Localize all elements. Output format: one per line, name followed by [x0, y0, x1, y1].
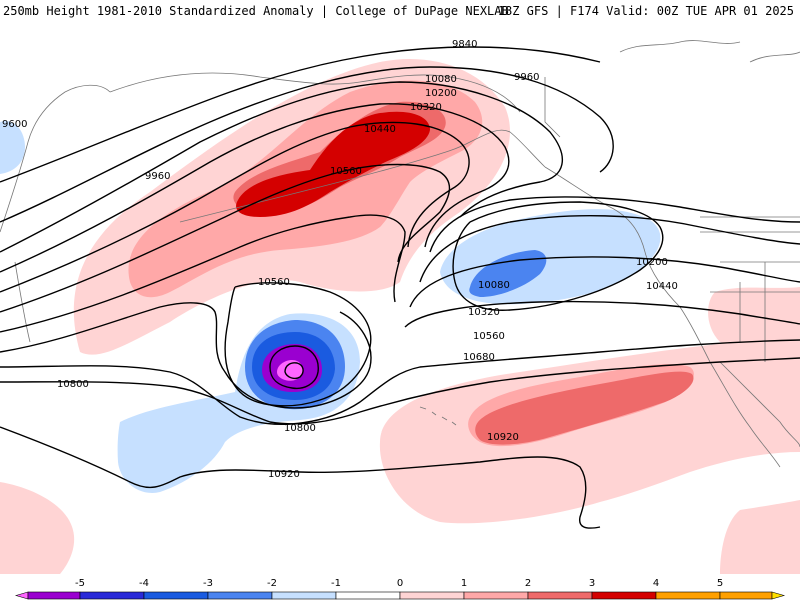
colorbar-labels: -5 -4 -3 -2 -1 0 1 2 3 4 5: [75, 578, 723, 589]
colorbar-segment: [207, 591, 273, 600]
contour-label: 9960: [514, 72, 539, 83]
contour-labels: 9840 9960 9960 9600 10080 10200 10320 10…: [2, 39, 678, 480]
positive-anomaly-fill: [0, 59, 800, 574]
contour-label: 10680: [463, 352, 495, 363]
colorbar-tick-label: -2: [267, 578, 277, 589]
contour-label: 10560: [473, 331, 505, 342]
colorbar-extend-left: [14, 591, 29, 600]
colorbar-segment: [591, 591, 657, 600]
contour-label: 10920: [268, 469, 300, 480]
colorbar-segment: [463, 591, 529, 600]
contour-label: 10320: [468, 307, 500, 318]
colorbar-tick-label: 2: [525, 578, 531, 589]
colorbar-tick-label: 3: [589, 578, 595, 589]
contour-label: 9840: [452, 39, 477, 50]
colorbar-segment: [271, 591, 337, 600]
contour-label: 10560: [258, 277, 290, 288]
colorbar-tick-label: -4: [139, 578, 149, 589]
contour-label: 10080: [425, 74, 457, 85]
map-panel: 9840 9960 9960 9600 10080 10200 10320 10…: [0, 22, 800, 574]
colorbar-segment: [719, 591, 773, 600]
colorbar-segment: [399, 591, 465, 600]
contour-label: 9960: [145, 171, 170, 182]
colorbar-tick-label: -1: [331, 578, 341, 589]
colorbar-segment: [527, 591, 593, 600]
colorbar-segment: [27, 591, 81, 600]
contour-label: 10920: [487, 432, 519, 443]
colorbar-tick-label: 1: [461, 578, 467, 589]
map-svg: 9840 9960 9960 9600 10080 10200 10320 10…: [0, 22, 800, 574]
contour-label: 10200: [636, 257, 668, 268]
contour-label: 10080: [478, 280, 510, 291]
contour-label: 10320: [410, 102, 442, 113]
colorbar-tick-label: -3: [203, 578, 213, 589]
header: 250mb Height 1981-2010 Standardized Anom…: [0, 0, 800, 22]
colorbar-svg: -5 -4 -3 -2 -1 0 1 2 3 4 5: [14, 578, 786, 600]
negative-anomaly-fill: [0, 121, 661, 493]
coastlines: [0, 40, 800, 468]
colorbar-tick-label: 5: [717, 578, 723, 589]
colorbar-segment: [335, 591, 401, 600]
colorbar-tick-label: -5: [75, 578, 85, 589]
map-title: 250mb Height 1981-2010 Standardized Anom…: [3, 4, 509, 18]
colorbar-extend-right: [771, 591, 786, 600]
contour-label: 10440: [364, 124, 396, 135]
model-run-label: 18Z GFS | F174 Valid: 00Z TUE APR 01 202…: [497, 4, 794, 18]
colorbar-tick-label: 0: [397, 578, 403, 589]
contour-label: 10800: [284, 423, 316, 434]
colorbar-segment: [143, 591, 209, 600]
contour-label: 10200: [425, 88, 457, 99]
colorbar-tick-label: 4: [653, 578, 659, 589]
colorbar-segment: [79, 591, 145, 600]
contour-label: 10440: [646, 281, 678, 292]
colorbar: -5 -4 -3 -2 -1 0 1 2 3 4 5: [0, 574, 800, 600]
contour-label: 9600: [2, 119, 27, 130]
contour-label: 10560: [330, 166, 362, 177]
colorbar-segment: [655, 591, 721, 600]
colorbar-swatches: [14, 591, 786, 600]
height-contours: [0, 46, 800, 529]
contour-label: 10800: [57, 379, 89, 390]
